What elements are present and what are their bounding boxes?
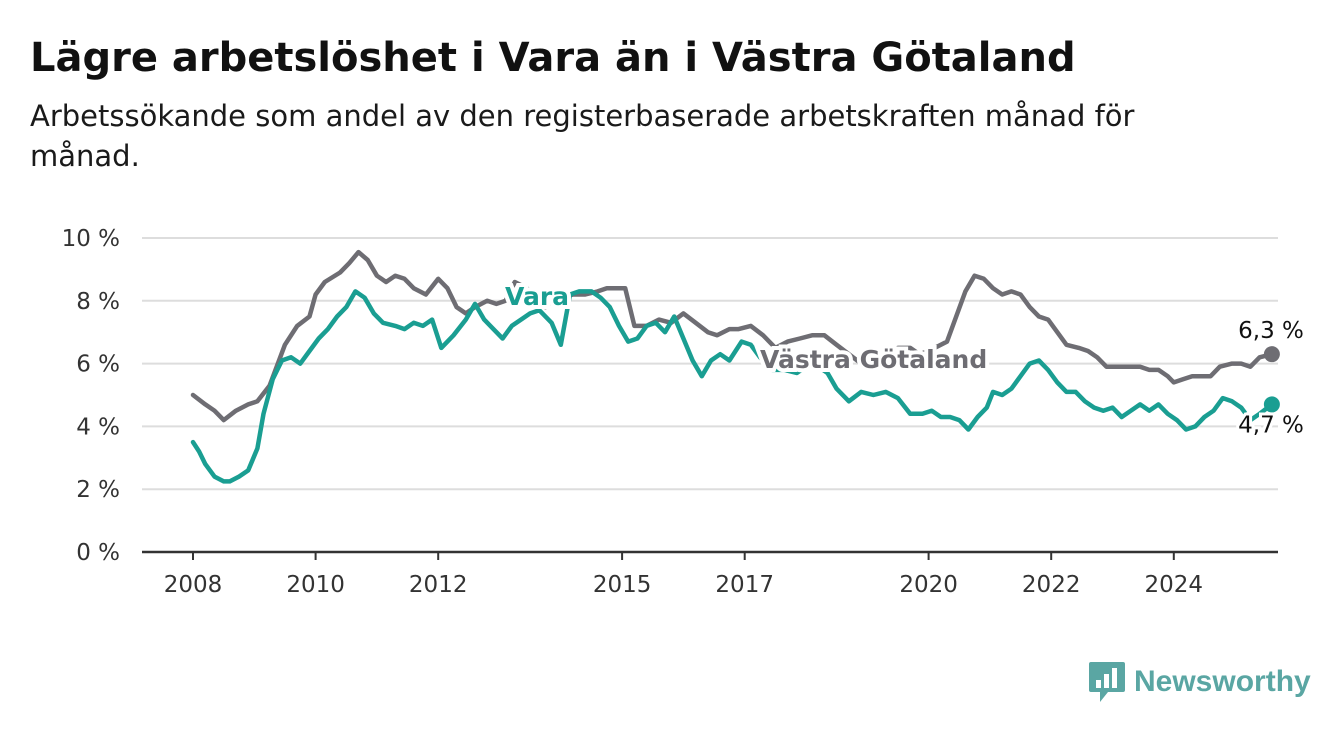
x-axis-ticks: 2008 2010 2012 2015 2017 2020 2022 2024 bbox=[164, 552, 1203, 598]
x-tick-label: 2020 bbox=[899, 572, 958, 598]
y-tick-label: 10 % bbox=[62, 226, 120, 252]
series-lines bbox=[190, 249, 1275, 484]
end-label-vg: 6,3 % bbox=[1238, 318, 1304, 344]
end-label-vara: 4,7 % bbox=[1238, 412, 1304, 438]
x-tick-label: 2010 bbox=[286, 572, 345, 598]
grid-lines bbox=[142, 237, 1278, 554]
series-label-vg: Västra Götaland bbox=[760, 345, 987, 374]
y-tick-label: 2 % bbox=[76, 477, 120, 503]
x-tick-label: 2008 bbox=[164, 572, 223, 598]
series-label-vara: Vara bbox=[505, 282, 569, 311]
chart-title: Lägre arbetslöshet i Vara än i Västra Gö… bbox=[30, 35, 1076, 81]
series-line-vg bbox=[190, 249, 1275, 423]
end-marker-vara bbox=[1263, 396, 1280, 413]
x-tick-label: 2012 bbox=[409, 572, 468, 598]
newsworthy-logo-text: Newsworthy bbox=[1134, 665, 1311, 698]
x-tick-label: 2022 bbox=[1022, 572, 1081, 598]
y-tick-label: 8 % bbox=[76, 289, 120, 315]
newsworthy-logo-icon bbox=[1089, 662, 1125, 702]
x-tick-label: 2015 bbox=[593, 572, 652, 598]
series-line-vara bbox=[190, 289, 1275, 484]
y-tick-label: 0 % bbox=[76, 540, 120, 566]
newsworthy-logo: Newsworthy bbox=[1088, 660, 1311, 704]
y-tick-label: 6 % bbox=[76, 352, 120, 378]
x-tick-label: 2017 bbox=[715, 572, 774, 598]
end-markers: 6,3 % 4,7 % bbox=[1235, 315, 1307, 441]
chart-subtitle: Arbetssökande som andel av den registerb… bbox=[30, 99, 1135, 173]
x-tick-label: 2024 bbox=[1145, 572, 1204, 598]
y-tick-label: 4 % bbox=[76, 414, 120, 440]
end-marker-vg bbox=[1263, 346, 1280, 363]
y-axis-tick-labels: 0 % 2 % 4 % 6 % 8 % 10 % bbox=[62, 226, 120, 566]
series-labels: Vara Västra Götaland bbox=[501, 278, 991, 378]
